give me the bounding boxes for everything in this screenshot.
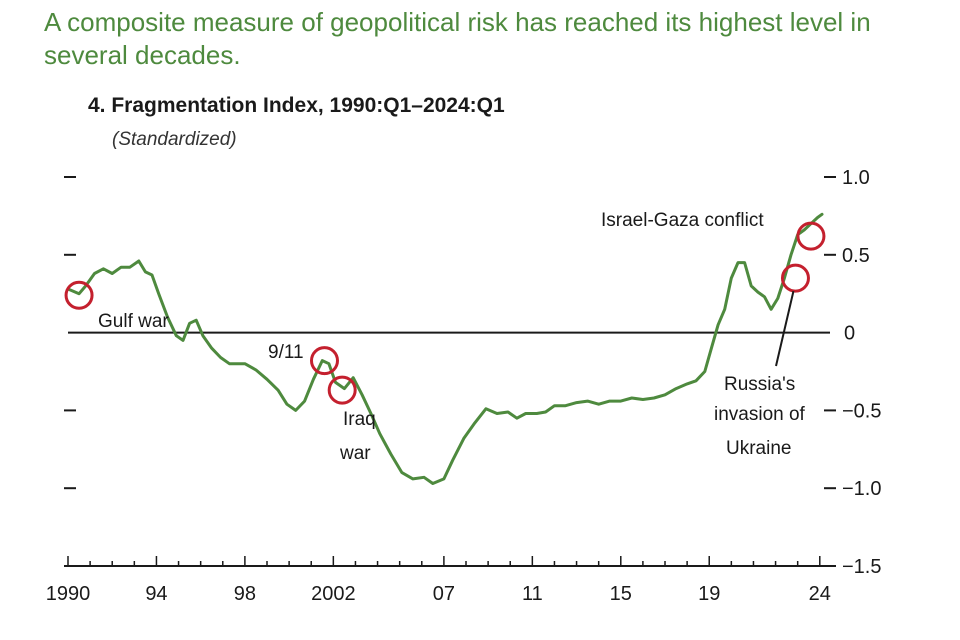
- y-tick-label: 0.5: [842, 245, 870, 267]
- x-tick-label: 1990: [46, 583, 91, 605]
- annotation-circle-israel-gaza: [796, 221, 826, 251]
- annotation-leader-russia: [775, 290, 795, 367]
- x-tick-label: 24: [809, 583, 831, 605]
- tick-marks: [64, 176, 836, 567]
- y-tick-label: 1.0: [842, 167, 870, 189]
- chart-subtitle: (Standardized): [112, 129, 237, 150]
- annotation-israel-gaza-label: Israel-Gaza conflict: [601, 210, 764, 231]
- annotation-russia-label-line2: invasion of: [714, 404, 806, 425]
- x-tick-label: 2002: [311, 583, 356, 605]
- annotation-circle-9-11: [309, 346, 339, 376]
- chart-title: 4. Fragmentation Index, 1990:Q1–2024:Q1: [88, 94, 505, 117]
- annotation-circle-iraq-war: [327, 375, 357, 405]
- y-tick-label: −0.5: [842, 400, 881, 422]
- x-axis: 1990 94 98 2002 07 11 15 19 24: [46, 556, 831, 605]
- y-tick-label: 0: [844, 323, 855, 345]
- x-tick-label: 07: [433, 583, 455, 605]
- x-tick-label: 98: [234, 583, 256, 605]
- series-line-fragmentation-index: [66, 212, 824, 485]
- x-tick-label: 94: [145, 583, 167, 605]
- event-annotations: [64, 221, 826, 405]
- annotation-iraq-war-label-line2: war: [339, 443, 371, 464]
- x-tick-label: 15: [610, 583, 632, 605]
- annotation-circle-gulf-war: [64, 280, 94, 310]
- y-tick-label: −1.0: [842, 478, 881, 500]
- x-tick-label: 11: [522, 583, 543, 605]
- x-tick-label: 19: [698, 583, 720, 605]
- annotation-russia-label-line1: Russia's: [724, 374, 795, 395]
- y-axis-labels: 1.0 0.5 0 −0.5 −1.0 −1.5: [842, 167, 881, 578]
- annotation-gulf-war-label: Gulf war: [98, 311, 169, 332]
- annotation-iraq-war-label-line1: Iraq: [343, 409, 376, 430]
- headline: A composite measure of geopolitical risk…: [44, 7, 871, 70]
- annotation-russia-label-line3: Ukraine: [726, 438, 791, 459]
- annotation-circle-russia-ukraine: [780, 263, 810, 293]
- annotation-9-11-label: 9/11: [268, 342, 304, 363]
- y-tick-label: −1.5: [842, 556, 881, 578]
